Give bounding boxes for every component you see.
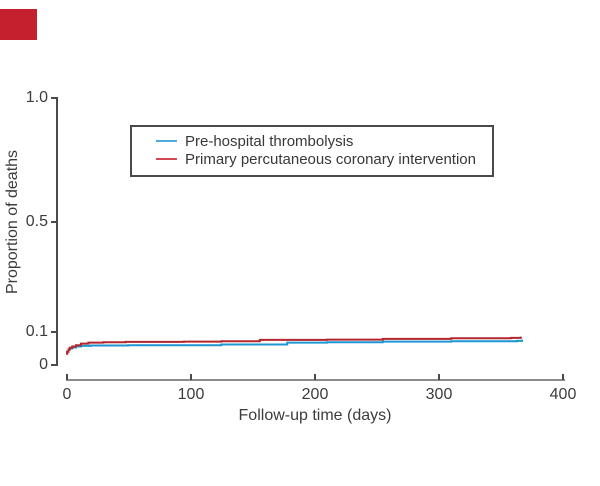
x-axis-title: Follow-up time (days) <box>238 407 392 424</box>
y-tick-0 <box>51 364 57 366</box>
y-axis-line <box>56 97 58 366</box>
y-tick-label-0.1: 0.1 <box>25 323 48 340</box>
y-axis-title: Proportion of deaths <box>4 149 21 295</box>
y-tick-label-1.0: 1.0 <box>25 89 48 106</box>
x-tick-label-100: 100 <box>177 386 205 403</box>
x-tick-400 <box>562 374 564 380</box>
legend-item-primary-pci: Primary percutaneous coronary interventi… <box>156 150 492 168</box>
x-tick-100 <box>190 374 192 380</box>
y-tick-label-0: 0 <box>39 356 48 373</box>
y-tick-label-0.5: 0.5 <box>25 213 48 230</box>
legend-item-pre-hospital-thrombolysis: Pre-hospital thrombolysis <box>156 132 492 150</box>
x-tick-label-0: 0 <box>62 386 72 403</box>
x-tick-200 <box>314 374 316 380</box>
red-corner-mark <box>0 9 37 40</box>
x-tick-300 <box>438 374 440 380</box>
blue-line-swatch-icon <box>156 140 177 142</box>
x-tick-0 <box>66 374 68 380</box>
y-tick-0.5 <box>51 221 57 223</box>
x-tick-label-400: 400 <box>549 386 577 403</box>
x-tick-label-200: 200 <box>301 386 329 403</box>
x-axis-line <box>66 379 565 381</box>
curve-pre-hospital-thrombolysis <box>66 339 523 355</box>
y-tick-1.0 <box>51 97 57 99</box>
legend-box: Pre-hospital thrombolysis Primary percut… <box>130 125 494 177</box>
legend-label: Pre-hospital thrombolysis <box>185 132 354 150</box>
curve-primary-pci <box>66 336 522 355</box>
x-tick-label-300: 300 <box>425 386 453 403</box>
y-tick-0.1 <box>51 331 57 333</box>
legend-label: Primary percutaneous coronary interventi… <box>185 150 476 168</box>
red-line-swatch-icon <box>156 158 177 160</box>
